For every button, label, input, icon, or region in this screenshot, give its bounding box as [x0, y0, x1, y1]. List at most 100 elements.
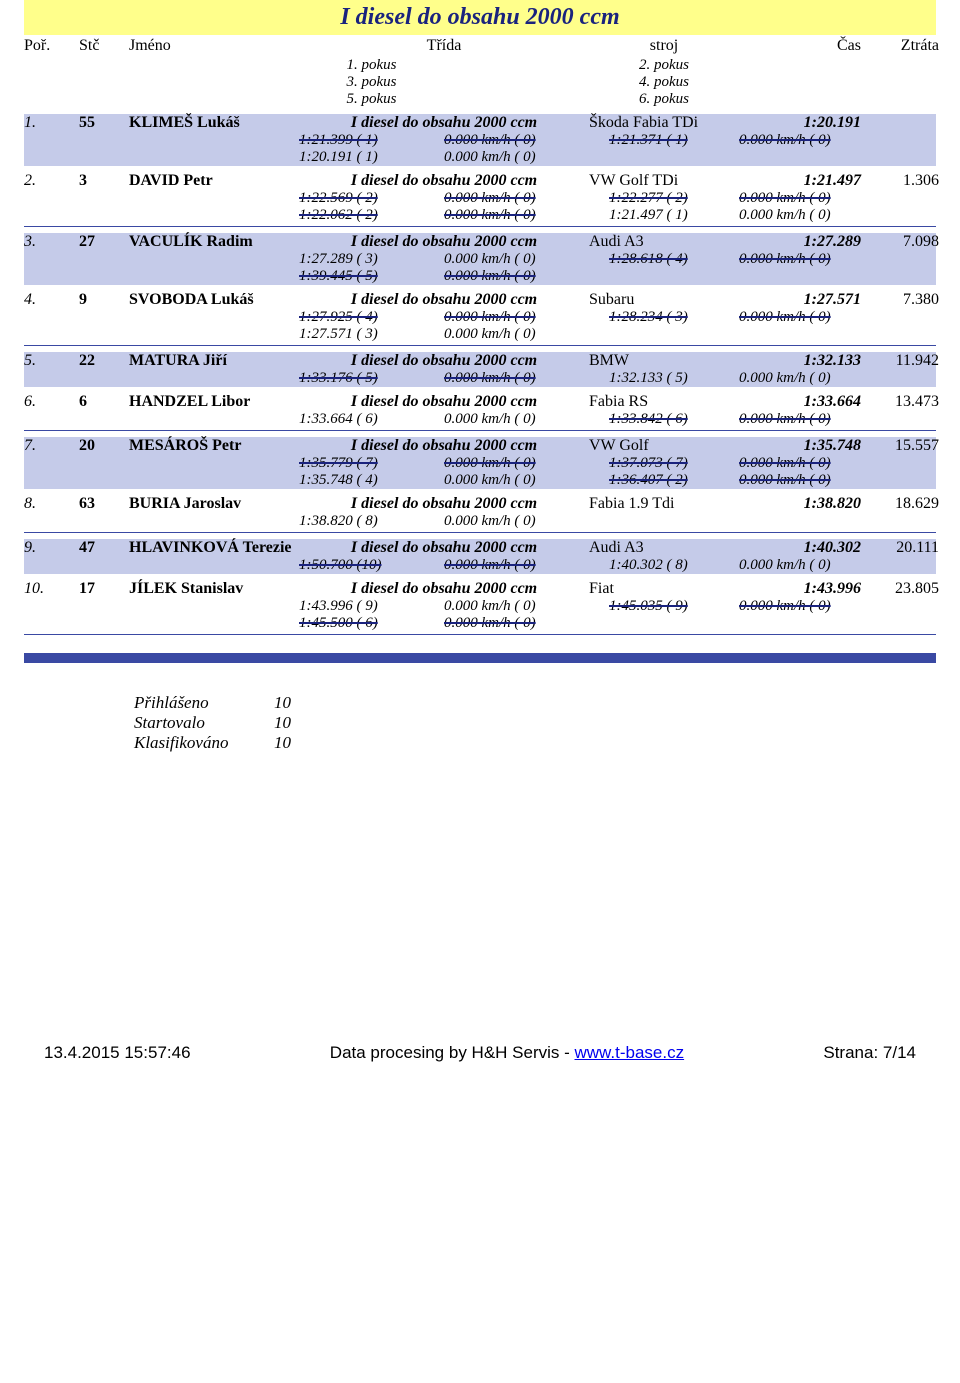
attempt-speed-right	[739, 326, 899, 343]
hdr-trida: Třída	[299, 37, 589, 55]
attempt-speed-right	[739, 615, 899, 632]
driver-name: SVOBODA Lukáš	[129, 291, 299, 309]
attempt-time-left: 1:39.445 ( 5)	[299, 268, 444, 285]
class: I diesel do obsahu 2000 ccm	[299, 291, 589, 309]
result-row: 9.47HLAVINKOVÁ TerezieI diesel do obsahu…	[24, 539, 936, 574]
attempt-speed-right: 0.000 km/h ( 0)	[739, 251, 899, 268]
sum-prihlaseno-lbl: Přihlášeno	[134, 693, 274, 713]
attempt-speed-left: 0.000 km/h ( 0)	[444, 309, 589, 326]
loss: 1.306	[879, 172, 939, 190]
hdr-ztrata: Ztráta	[879, 37, 939, 55]
attempt-time-right: 1:45.035 ( 9)	[589, 598, 739, 615]
driver-name: DAVID Petr	[129, 172, 299, 190]
loss: 7.380	[879, 291, 939, 309]
car: Fiat	[589, 580, 739, 598]
footer-bar	[24, 653, 936, 663]
stc: 55	[79, 114, 129, 132]
best-time: 1:27.571	[739, 291, 879, 309]
attempt-speed-right: 0.000 km/h ( 0)	[739, 455, 899, 472]
stc: 17	[79, 580, 129, 598]
stc: 9	[79, 291, 129, 309]
por: 5.	[24, 352, 79, 370]
result-row: 7.20MESÁROŠ PetrI diesel do obsahu 2000 …	[24, 437, 936, 489]
por: 3.	[24, 233, 79, 251]
attempt-time-left: 1:27.571 ( 3)	[299, 326, 444, 343]
attempt-speed-left: 0.000 km/h ( 0)	[444, 455, 589, 472]
stc: 6	[79, 393, 129, 411]
attempt-time-right	[589, 268, 739, 285]
best-time: 1:32.133	[739, 352, 879, 370]
attempt-speed-right: 0.000 km/h ( 0)	[739, 557, 899, 574]
stc: 22	[79, 352, 129, 370]
attempt-speed-left: 0.000 km/h ( 0)	[444, 326, 589, 343]
por: 6.	[24, 393, 79, 411]
loss: 13.473	[879, 393, 939, 411]
attempt-time-left: 1:21.399 ( 1)	[299, 132, 444, 149]
loss: 20.111	[879, 539, 939, 557]
attempt-row: 1:33.664 ( 6)0.000 km/h ( 0)1:33.842 ( 6…	[24, 411, 936, 428]
best-time: 1:35.748	[739, 437, 879, 455]
attempt-time-right: 1:28.618 ( 4)	[589, 251, 739, 268]
attempt-speed-right: 0.000 km/h ( 0)	[739, 190, 899, 207]
attempt-speed-left: 0.000 km/h ( 0)	[444, 472, 589, 489]
result-row: 6.6HANDZEL LiborI diesel do obsahu 2000 …	[24, 393, 936, 431]
attempt-time-right: 1:32.133 ( 5)	[589, 370, 739, 387]
attempt-row: 1:27.289 ( 3)0.000 km/h ( 0)1:28.618 ( 4…	[24, 251, 936, 268]
result-row: 1.55KLIMEŠ LukášI diesel do obsahu 2000 …	[24, 114, 936, 166]
footer-link[interactable]: www.t-base.cz	[575, 1043, 685, 1062]
result-row: 5.22MATURA JiříI diesel do obsahu 2000 c…	[24, 352, 936, 387]
result-row: 3.27VACULÍK RadimI diesel do obsahu 2000…	[24, 233, 936, 285]
stc: 27	[79, 233, 129, 251]
driver-name: HANDZEL Libor	[129, 393, 299, 411]
attempt-speed-left: 0.000 km/h ( 0)	[444, 513, 589, 530]
best-time: 1:27.289	[739, 233, 879, 251]
footer-credit: Data procesing by H&H Servis - www.t-bas…	[330, 1043, 684, 1063]
attempt-row: 1:38.820 ( 8)0.000 km/h ( 0)	[24, 513, 936, 530]
attempt-time-left: 1:33.176 ( 5)	[299, 370, 444, 387]
attempt-speed-left: 0.000 km/h ( 0)	[444, 411, 589, 428]
attempt-speed-right	[739, 268, 899, 285]
attempt-speed-right: 0.000 km/h ( 0)	[739, 411, 899, 428]
class: I diesel do obsahu 2000 ccm	[299, 539, 589, 557]
attempt-time-left: 1:38.820 ( 8)	[299, 513, 444, 530]
hdr-jmeno: Jméno	[129, 37, 299, 55]
divider	[24, 532, 936, 533]
best-time: 1:33.664	[739, 393, 879, 411]
attempt-time-left: 1:43.996 ( 9)	[299, 598, 444, 615]
attempt-time-right: 1:21.497 ( 1)	[589, 207, 739, 224]
attempt-speed-left: 0.000 km/h ( 0)	[444, 615, 589, 632]
attempt-speed-left: 0.000 km/h ( 0)	[444, 370, 589, 387]
attempt-time-right: 1:33.842 ( 6)	[589, 411, 739, 428]
column-headers: Poř. Stč Jméno Třída stroj Čas Ztráta	[24, 35, 936, 57]
attempt-time-left: 1:22.569 ( 2)	[299, 190, 444, 207]
car: Subaru	[589, 291, 739, 309]
best-time: 1:20.191	[739, 114, 879, 132]
sub-p5: 5. pokus	[299, 91, 444, 108]
best-time: 1:40.302	[739, 539, 879, 557]
attempt-time-right: 1:37.073 ( 7)	[589, 455, 739, 472]
result-row: 8.63BURIA JaroslavI diesel do obsahu 200…	[24, 495, 936, 533]
attempt-speed-left: 0.000 km/h ( 0)	[444, 557, 589, 574]
sum-prihlaseno-val: 10	[274, 693, 291, 713]
por: 1.	[24, 114, 79, 132]
car: VW Golf TDi	[589, 172, 739, 190]
attempt-speed-right: 0.000 km/h ( 0)	[739, 370, 899, 387]
attempt-speed-left: 0.000 km/h ( 0)	[444, 598, 589, 615]
attempt-row: 1:21.399 ( 1)0.000 km/h ( 0)1:21.371 ( 1…	[24, 132, 936, 149]
attempt-speed-right: 0.000 km/h ( 0)	[739, 132, 899, 149]
summary: Přihlášeno 10 Startovalo 10 Klasifikován…	[134, 693, 936, 753]
sub-p3: 3. pokus	[299, 74, 444, 91]
attempt-time-right: 1:40.302 ( 8)	[589, 557, 739, 574]
driver-name: MESÁROŠ Petr	[129, 437, 299, 455]
attempt-speed-left: 0.000 km/h ( 0)	[444, 207, 589, 224]
attempt-speed-right	[739, 149, 899, 166]
attempt-time-left: 1:45.500 ( 6)	[299, 615, 444, 632]
attempt-time-right	[589, 615, 739, 632]
sum-startovalo-lbl: Startovalo	[134, 713, 274, 733]
result-row: 4.9SVOBODA LukášI diesel do obsahu 2000 …	[24, 291, 936, 346]
por: 7.	[24, 437, 79, 455]
loss: 11.942	[879, 352, 939, 370]
best-time: 1:43.996	[739, 580, 879, 598]
divider	[24, 430, 936, 431]
result-row: 10.17JÍLEK StanislavI diesel do obsahu 2…	[24, 580, 936, 635]
